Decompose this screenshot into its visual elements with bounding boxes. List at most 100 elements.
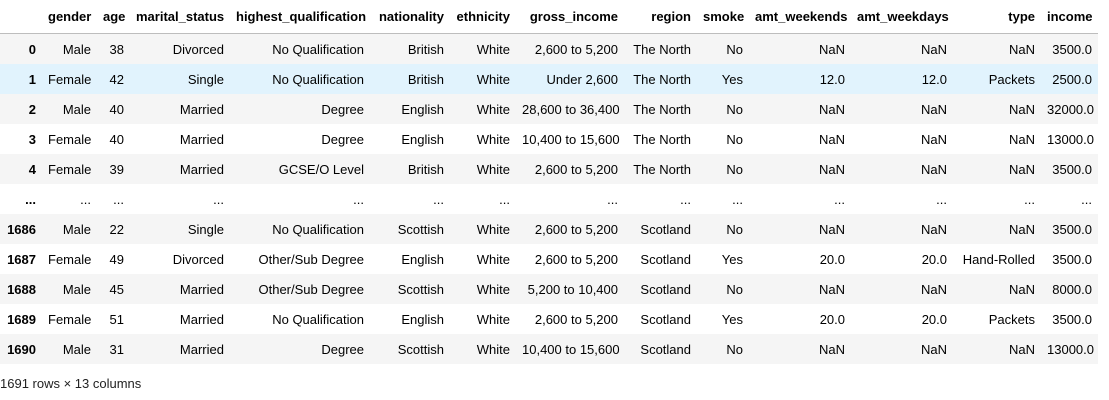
cell-highest-qualification: No Qualification	[272, 311, 364, 327]
cell-region: Scotland	[640, 311, 691, 327]
cell-income: 3500.0	[1052, 161, 1092, 177]
cell-region: The North	[633, 41, 691, 57]
row-index: 1687	[7, 251, 36, 267]
cell-smoke: Yes	[721, 71, 743, 87]
cell-gross-income: Under 2,600	[546, 71, 618, 87]
cell-nationality: British	[407, 71, 444, 87]
cell-ethnicity: White	[476, 251, 510, 267]
cell-type: NaN	[1008, 41, 1035, 57]
cell-nationality: British	[407, 161, 444, 177]
cell-type: NaN	[1008, 221, 1035, 237]
cell-ethnicity: White	[476, 71, 510, 87]
cell-amt-weekends: NaN	[818, 281, 845, 297]
row-index: 4	[28, 161, 36, 177]
cell-gross-income: 28,600 to 36,400	[522, 101, 620, 117]
cell-nationality: ...	[433, 191, 444, 207]
cell-region: Scotland	[640, 281, 691, 297]
cell-income: 8000.0	[1052, 281, 1092, 297]
cell-amt-weekends: 20.0	[819, 311, 845, 327]
cell-marital-status: Married	[179, 101, 224, 117]
cell-type: NaN	[1008, 281, 1035, 297]
table-row: 1687 Female 49 Divorced Other/Sub Degree Engl…	[0, 244, 1098, 274]
cell-marital-status: Married	[179, 131, 224, 147]
cell-gender: Female	[48, 251, 92, 267]
cell-ethnicity: ...	[499, 191, 510, 207]
cell-smoke: No	[726, 221, 743, 237]
cell-region: The North	[633, 161, 691, 177]
cell-highest-qualification: No Qualification	[272, 71, 364, 87]
cell-amt-weekends: 20.0	[819, 251, 845, 267]
column-header-ethnicity: ethnicity	[450, 0, 516, 34]
cell-region: Scotland	[640, 341, 691, 357]
cell-age: 45	[109, 281, 124, 297]
cell-amt-weekdays: NaN	[920, 101, 947, 117]
cell-smoke: ...	[732, 191, 743, 207]
cell-marital-status: Divorced	[172, 41, 224, 57]
cell-nationality: British	[407, 41, 444, 57]
cell-ethnicity: White	[476, 101, 510, 117]
cell-gross-income: 10,400 to 15,600	[522, 131, 620, 147]
cell-gross-income: 2,600 to 5,200	[534, 251, 618, 267]
row-index: 1690	[7, 341, 36, 357]
cell-ethnicity: White	[476, 281, 510, 297]
cell-type: NaN	[1008, 101, 1035, 117]
table-body: 0 Male 38 Divorced No Qualification British Wh…	[0, 33, 1098, 364]
cell-nationality: English	[401, 251, 444, 267]
cell-gross-income: 2,600 to 5,200	[534, 311, 618, 327]
column-header-nationality: nationality	[370, 0, 450, 34]
cell-income: ...	[1081, 191, 1092, 207]
cell-gender: Male	[62, 101, 91, 117]
cell-gross-income: 5,200 to 10,400	[527, 281, 618, 297]
cell-marital-status: Married	[179, 341, 224, 357]
cell-amt-weekends: ...	[834, 191, 845, 207]
cell-gross-income: 10,400 to 15,600	[522, 341, 620, 357]
cell-highest-qualification: Degree	[321, 101, 364, 117]
cell-amt-weekends: NaN	[818, 41, 845, 57]
cell-highest-qualification: No Qualification	[272, 221, 364, 237]
cell-amt-weekends: NaN	[818, 131, 845, 147]
cell-age: 49	[109, 251, 124, 267]
cell-gender: Male	[62, 221, 91, 237]
cell-highest-qualification: No Qualification	[272, 41, 364, 57]
dataframe-table: gender age marital_status highest_qualifica…	[0, 0, 1098, 364]
cell-gender: Female	[48, 161, 92, 177]
cell-age: 39	[109, 161, 124, 177]
cell-amt-weekends: NaN	[818, 341, 845, 357]
cell-gender: Male	[62, 341, 91, 357]
cell-type: NaN	[1008, 131, 1035, 147]
cell-gender: Male	[62, 281, 91, 297]
index-header	[0, 0, 42, 34]
cell-smoke: No	[726, 41, 743, 57]
cell-nationality: English	[401, 101, 444, 117]
cell-income: 13000.0	[1047, 341, 1094, 357]
row-index: 1689	[7, 311, 36, 327]
cell-gender: ...	[80, 191, 91, 207]
cell-ethnicity: White	[476, 311, 510, 327]
cell-age: 51	[109, 311, 124, 327]
cell-nationality: English	[401, 131, 444, 147]
cell-age: 22	[109, 221, 124, 237]
cell-age: 42	[109, 71, 124, 87]
cell-amt-weekdays: 20.0	[921, 311, 947, 327]
row-index: 1	[28, 71, 36, 87]
table-row: 4 Female 39 Married GCSE/O Level British White…	[0, 154, 1098, 184]
cell-marital-status: Married	[179, 311, 224, 327]
cell-highest-qualification: ...	[353, 191, 364, 207]
cell-age: ...	[113, 191, 124, 207]
row-index: 0	[28, 41, 36, 57]
cell-gross-income: 2,600 to 5,200	[534, 161, 618, 177]
cell-ethnicity: White	[476, 341, 510, 357]
cell-income: 3500.0	[1052, 41, 1092, 57]
cell-nationality: English	[401, 311, 444, 327]
cell-income: 3500.0	[1052, 221, 1092, 237]
cell-age: 40	[109, 101, 124, 117]
cell-income: 13000.0	[1047, 131, 1094, 147]
cell-marital-status: Single	[187, 221, 224, 237]
cell-amt-weekdays: NaN	[920, 131, 947, 147]
column-header-income: income	[1041, 0, 1098, 34]
cell-age: 40	[109, 131, 124, 147]
cell-age: 31	[109, 341, 124, 357]
cell-type: NaN	[1008, 341, 1035, 357]
cell-nationality: Scottish	[397, 221, 444, 237]
